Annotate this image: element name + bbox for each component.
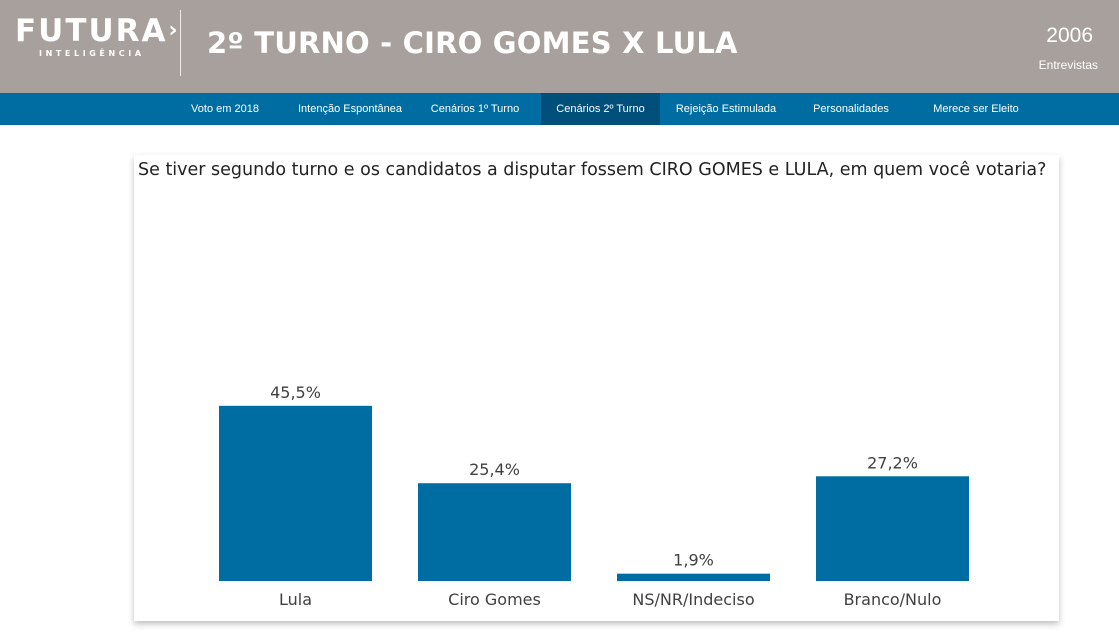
nav-item-personalidades[interactable]: Personalidades xyxy=(813,103,889,115)
logo-subtitle: INTELIGÊNCIA xyxy=(39,49,145,58)
futura-logo[interactable]: FUTURA› INTELIGÊNCIA xyxy=(15,14,180,58)
survey-question: Se tiver segundo turno e os candidatos a… xyxy=(138,160,1047,180)
nav-item-intencao-espontanea[interactable]: Intenção Espontânea xyxy=(298,103,402,115)
category-label: Ciro Gomes xyxy=(448,590,541,609)
nav-item-cenarios-2-turno[interactable]: Cenários 2º Turno xyxy=(541,93,660,125)
interview-count-label: Entrevistas xyxy=(1038,58,1098,72)
logo-arrow-icon: › xyxy=(168,18,180,43)
nav-item-rejeicao-estimulada[interactable]: Rejeição Estimulada xyxy=(675,103,777,115)
category-label: Lula xyxy=(279,590,312,609)
bar-ciro-gomes xyxy=(418,483,571,581)
nav-item-merece-ser-eleito[interactable]: Merece ser Eleito xyxy=(933,103,1019,115)
data-label: 25,4% xyxy=(469,460,520,479)
logo-wordmark: FUTURA› xyxy=(15,14,180,48)
interview-count: 2006 xyxy=(1046,24,1093,47)
data-label: 27,2% xyxy=(867,453,918,472)
header-divider xyxy=(180,10,181,76)
data-label: 45,5% xyxy=(270,383,321,402)
header-bar: FUTURA› INTELIGÊNCIA 2º TURNO - CIRO GOM… xyxy=(0,0,1119,93)
page-title: 2º TURNO - CIRO GOMES X LULA xyxy=(207,26,738,60)
bar-lula xyxy=(219,405,372,581)
nav-item-voto-2018[interactable]: Voto em 2018 xyxy=(191,103,259,115)
bar-branco-nulo xyxy=(816,476,969,581)
nav-bar: Voto em 2018 Intenção Espontânea Cenário… xyxy=(0,93,1119,125)
category-label: Branco/Nulo xyxy=(844,590,942,609)
logo-main-text: FUTURA xyxy=(15,13,168,49)
category-label: NS/NR/Indeciso xyxy=(632,590,754,609)
bar-ns-nr-indeciso xyxy=(617,573,770,581)
nav-item-cenarios-1-turno[interactable]: Cenários 1º Turno xyxy=(430,103,520,115)
data-label: 1,9% xyxy=(673,551,714,570)
